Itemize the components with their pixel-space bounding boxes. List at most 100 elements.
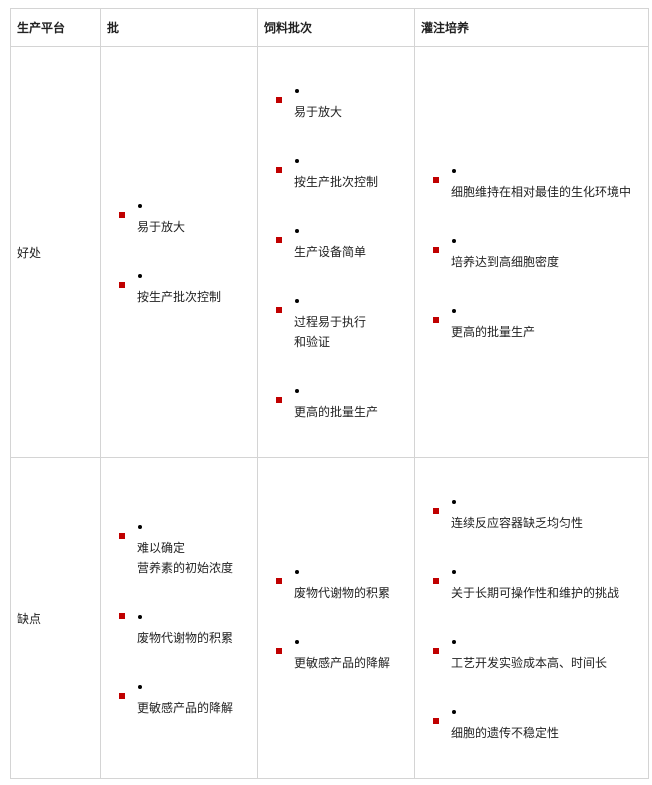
- item-text: 废物代谢物的积累: [137, 631, 234, 645]
- square-bullet: [433, 718, 439, 724]
- item-text: 细胞维持在相对最佳的生化环境中: [451, 185, 632, 199]
- dot-bullet: [137, 678, 257, 698]
- bullet-list: 难以确定营养素的初始浓度 废物代谢物的积累 更敏感产品的降解: [107, 518, 257, 718]
- item-text: 工艺开发实验成本高、时间长: [451, 656, 608, 670]
- table-row: 好处 易于放大 按生产批次控制 易于放大 按生产批次控制 生产设备简单 过程易于执行 和验证更…: [10, 46, 649, 458]
- dot-bullet: [451, 162, 648, 182]
- item-text: 按生产批次控制: [294, 175, 379, 189]
- item-text: 更敏感产品的降解: [294, 656, 391, 670]
- list-item: 过程易于执行 和验证: [276, 292, 414, 352]
- square-bullet: [433, 247, 439, 253]
- dot-bullet: [451, 493, 648, 513]
- item-text: 易于放大: [137, 220, 186, 234]
- list-item: 易于放大: [119, 197, 257, 237]
- table-cell: 难以确定营养素的初始浓度 废物代谢物的积累 更敏感产品的降解: [100, 457, 258, 779]
- list-item: 更高的批量生产: [433, 302, 648, 342]
- dot-bullet: [451, 232, 648, 252]
- item-text: 生产设备简单: [294, 245, 367, 259]
- item-text: 废物代谢物的积累: [294, 586, 391, 600]
- bullet-list: 易于放大 按生产批次控制 生产设备简单 过程易于执行 和验证 更高的批量生产: [264, 82, 414, 422]
- item-text: 易于放大: [294, 105, 343, 119]
- list-item: 废物代谢物的积累: [276, 563, 414, 603]
- list-item: 培养达到高细胞密度: [433, 232, 648, 272]
- dot-bullet: [451, 633, 648, 653]
- square-bullet: [119, 212, 125, 218]
- square-bullet: [276, 97, 282, 103]
- dot-bullet: [137, 518, 257, 538]
- table-cell: 缺点: [10, 457, 101, 779]
- item-text: 和验证: [294, 335, 331, 349]
- square-bullet: [276, 578, 282, 584]
- square-bullet: [119, 693, 125, 699]
- dot-bullet: [451, 563, 648, 583]
- dot-bullet: [137, 608, 257, 628]
- dot-bullet: [451, 703, 648, 723]
- list-item: 更敏感产品的降解: [119, 678, 257, 718]
- item-text: 过程易于执行: [294, 315, 367, 329]
- item-text: 培养达到高细胞密度: [451, 255, 560, 269]
- bullet-list: 细胞维持在相对最佳的生化环境中 培养达到高细胞密度 更高的批量生产: [421, 162, 648, 342]
- bullet-list: 废物代谢物的积累 更敏感产品的降解: [264, 563, 414, 673]
- list-item: 关于长期可操作性和维护的挑战: [433, 563, 648, 603]
- square-bullet: [276, 648, 282, 654]
- bullet-list: 易于放大按生产批次控制: [107, 197, 257, 307]
- dot-bullet: [294, 292, 414, 312]
- square-bullet: [119, 282, 125, 288]
- dot-bullet: [294, 222, 414, 242]
- item-text: 细胞的遗传不稳定性: [451, 726, 560, 740]
- table-cell: 细胞维持在相对最佳的生化环境中 培养达到高细胞密度 更高的批量生产: [414, 46, 649, 458]
- list-item: 连续反应容器缺乏均匀性: [433, 493, 648, 533]
- table-cell: 连续反应容器缺乏均匀性关于长期可操作性和维护的挑战 工艺开发实验成本高、时间长 细胞…: [414, 457, 649, 779]
- square-bullet: [119, 613, 125, 619]
- item-text: 难以确定: [137, 541, 186, 555]
- dot-bullet: [294, 82, 414, 102]
- table-cell: 易于放大 按生产批次控制 生产设备简单 过程易于执行 和验证 更高的批量生产: [257, 46, 415, 458]
- dot-bullet: [451, 302, 648, 322]
- list-item: 更敏感产品的降解: [276, 633, 414, 673]
- item-text: 连续反应容器缺乏均匀性: [451, 516, 584, 530]
- square-bullet: [276, 167, 282, 173]
- square-bullet: [433, 578, 439, 584]
- list-item: 细胞维持在相对最佳的生化环境中: [433, 162, 648, 202]
- table-cell: 易于放大按生产批次控制: [100, 46, 258, 458]
- list-item: 细胞的遗传不稳定性: [433, 703, 648, 743]
- dot-bullet: [294, 152, 414, 172]
- list-item: 废物代谢物的积累: [119, 608, 257, 648]
- table-row: 缺点 难以确定 营养素的初始浓度 废物代谢物的积累 更敏感产品的降解 废物代谢物的积累 更敏…: [10, 457, 649, 779]
- square-bullet: [433, 648, 439, 654]
- list-item: 生产设备简单: [276, 222, 414, 262]
- square-bullet: [276, 397, 282, 403]
- dot-bullet: [294, 633, 414, 653]
- square-bullet: [433, 317, 439, 323]
- list-item: 易于放大: [276, 82, 414, 122]
- table-cell: 好处: [10, 46, 101, 458]
- bullet-list: 连续反应容器缺乏均匀性关于长期可操作性和维护的挑战 工艺开发实验成本高、时间长 细胞…: [421, 493, 648, 743]
- comparison-table: 生产平台批饲料批次 灌注培养 好处 易于放大 按生产批次控制 易于放大 按生产批次控制 生产…: [10, 8, 649, 779]
- list-item: 工艺开发实验成本高、时间长: [433, 633, 648, 673]
- dot-bullet: [294, 563, 414, 583]
- square-bullet: [276, 237, 282, 243]
- item-text: 更高的批量生产: [294, 405, 379, 419]
- header-cell: 饲料批次: [257, 8, 415, 47]
- item-text: 更敏感产品的降解: [137, 701, 234, 715]
- header-cell: 生产平台: [10, 8, 101, 47]
- square-bullet: [433, 508, 439, 514]
- dot-bullet: [137, 197, 257, 217]
- table-cell: 废物代谢物的积累 更敏感产品的降解: [257, 457, 415, 779]
- item-text: 营养素的初始浓度: [137, 561, 234, 575]
- list-item: 难以确定营养素的初始浓度: [119, 518, 257, 578]
- item-text: 按生产批次控制: [137, 290, 222, 304]
- list-item: 更高的批量生产: [276, 382, 414, 422]
- list-item: 按生产批次控制: [276, 152, 414, 192]
- table-body: 好处 易于放大 按生产批次控制 易于放大 按生产批次控制 生产设备简单 过程易于执行 和验证更…: [10, 46, 649, 779]
- square-bullet: [433, 177, 439, 183]
- item-text: 关于长期可操作性和维护的挑战: [451, 586, 620, 600]
- header-cell: 批: [100, 8, 258, 47]
- dot-bullet: [137, 267, 257, 287]
- list-item: 按生产批次控制: [119, 267, 257, 307]
- item-text: 更高的批量生产: [451, 325, 536, 339]
- square-bullet: [276, 307, 282, 313]
- header-row: 生产平台批饲料批次 灌注培养: [10, 8, 649, 47]
- header-cell: 灌注培养: [414, 8, 649, 47]
